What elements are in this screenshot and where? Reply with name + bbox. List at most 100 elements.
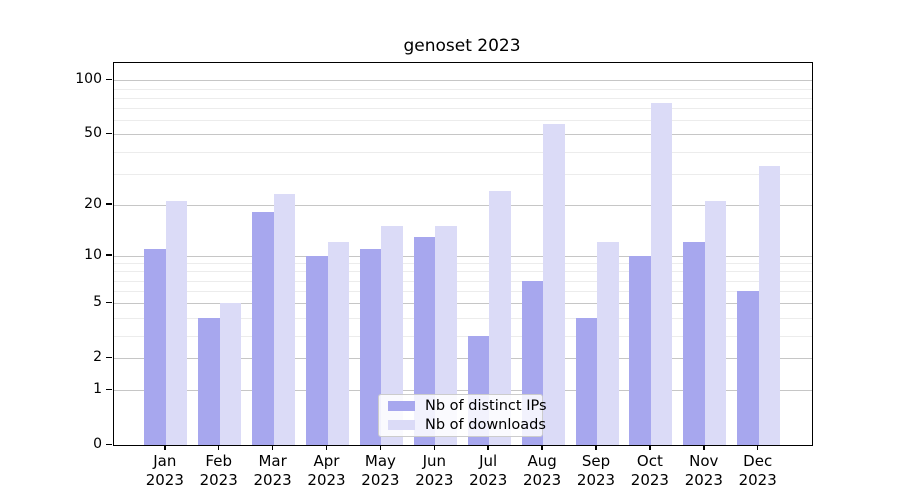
bar-distinct-ips-oct [629, 255, 651, 445]
y-tick-50 [106, 132, 112, 135]
gridline-minor [114, 263, 812, 265]
x-tick-dec [756, 445, 759, 450]
plot-area [113, 62, 813, 446]
x-label-line: 2023 [307, 471, 346, 489]
bar-downloads-mar [273, 193, 296, 445]
x-tick-aug [541, 445, 543, 450]
x-tick-label-feb: Feb 2023 [189, 452, 249, 490]
bar-downloads-feb [219, 303, 242, 445]
y-tick-100 [106, 78, 112, 81]
bar-distinct-ips-dec [737, 291, 759, 445]
bar-distinct-ips-jan [144, 248, 166, 445]
x-tick-jul [487, 445, 489, 450]
gridline-minor [114, 291, 812, 293]
legend-swatch-downloads [388, 420, 415, 431]
x-tick-sep [595, 445, 597, 450]
y-tick-label-0: 0 [93, 436, 102, 452]
y-tick-label-10: 10 [84, 246, 102, 263]
x-label-line: Nov [689, 452, 719, 470]
gridline-minor [114, 97, 812, 99]
bar-distinct-ips-may [359, 248, 382, 445]
bar-distinct-ips-nov [683, 242, 705, 445]
gridline-minor [114, 120, 812, 122]
gridline-major [114, 303, 812, 305]
bar-downloads-dec [758, 166, 781, 445]
x-label-line: Mar [258, 452, 287, 470]
bar-downloads-oct [650, 102, 673, 445]
x-label-line: Dec [743, 452, 773, 470]
gridline-major [114, 358, 812, 360]
y-tick-5 [106, 301, 112, 304]
y-tick-label-100: 100 [75, 71, 102, 88]
x-tick-jan [164, 445, 166, 450]
bar-distinct-ips-mar [252, 212, 274, 445]
x-tick-feb [217, 445, 220, 450]
gridline-minor [114, 335, 812, 337]
bar-downloads-aug [543, 124, 565, 445]
y-tick-label-2: 2 [93, 349, 102, 366]
x-tick-apr [325, 445, 328, 450]
gridline-major [114, 390, 812, 392]
x-label-line: Aug [527, 452, 557, 470]
x-tick-label-apr: Apr 2023 [297, 452, 357, 490]
x-label-line: Sep [581, 452, 611, 470]
y-tick-1 [106, 388, 112, 391]
x-tick-label-may: May 2023 [350, 452, 410, 490]
x-label-line: 2023 [361, 471, 400, 489]
legend-item-distinct-ips: Nb of distinct IPs [379, 397, 547, 415]
bar-downloads-jan [165, 200, 188, 445]
x-tick-label-jun: Jun 2023 [404, 452, 464, 490]
x-label-line: May [364, 452, 396, 470]
x-tick-label-aug: Aug 2023 [512, 452, 572, 490]
bar-distinct-ips-sep [575, 317, 597, 445]
x-label-line: 2023 [523, 471, 562, 489]
x-label-line: 2023 [576, 471, 616, 489]
x-label-line: 2023 [199, 471, 238, 489]
bar-distinct-ips-feb [198, 317, 220, 445]
gridline-major [114, 255, 812, 257]
x-tick-oct [649, 445, 651, 450]
chart-title: genoset 2023 [403, 36, 521, 56]
x-tick-label-jul: Jul 2023 [458, 452, 518, 490]
gridline-minor [114, 108, 812, 110]
bar-downloads-nov [704, 200, 727, 445]
x-tick-jun [433, 445, 436, 450]
bar-downloads-jun [435, 226, 457, 445]
x-label-line: 2023 [415, 471, 454, 489]
x-tick-nov [703, 445, 705, 450]
legend: Nb of distinct IPs Nb of downloads [378, 394, 547, 437]
bar-distinct-ips-apr [306, 255, 328, 445]
gridline-major [114, 204, 812, 206]
y-tick-0 [106, 443, 112, 445]
x-label-line: Jan [153, 452, 177, 470]
x-tick-label-mar: Mar 2023 [243, 452, 303, 490]
x-label-line: 2023 [145, 471, 184, 489]
x-tick-may [379, 445, 382, 450]
bar-downloads-apr [327, 242, 349, 445]
x-label-line: 2023 [684, 471, 723, 489]
gridline-minor [114, 280, 812, 282]
x-label-line: Apr [313, 452, 340, 470]
legend-label-downloads: Nb of downloads [425, 417, 546, 434]
gridline-minor [114, 151, 812, 153]
bar-downloads-sep [597, 242, 619, 445]
legend-swatch-distinct-ips [388, 400, 415, 411]
bar-distinct-ips-jun [413, 236, 436, 445]
gridline-minor [114, 317, 812, 319]
x-label-line: 2023 [630, 471, 669, 489]
x-tick-label-jan: Jan 2023 [135, 452, 195, 490]
x-tick-label-sep: Sep 2023 [566, 452, 626, 490]
x-tick-label-nov: Nov 2023 [674, 452, 734, 490]
y-tick-label-5: 5 [93, 294, 102, 311]
legend-label-distinct-ips: Nb of distinct IPs [425, 397, 547, 414]
gridline-major [114, 134, 812, 136]
gridline-minor [114, 173, 812, 175]
gridline-major [114, 80, 812, 82]
x-tick-label-dec: Dec 2023 [728, 452, 788, 490]
x-label-line: 2023 [738, 471, 777, 489]
x-tick-label-oct: Oct 2023 [620, 452, 680, 490]
x-label-line: 2023 [469, 471, 508, 489]
x-label-line: 2023 [253, 471, 292, 489]
x-tick-mar [271, 445, 274, 450]
